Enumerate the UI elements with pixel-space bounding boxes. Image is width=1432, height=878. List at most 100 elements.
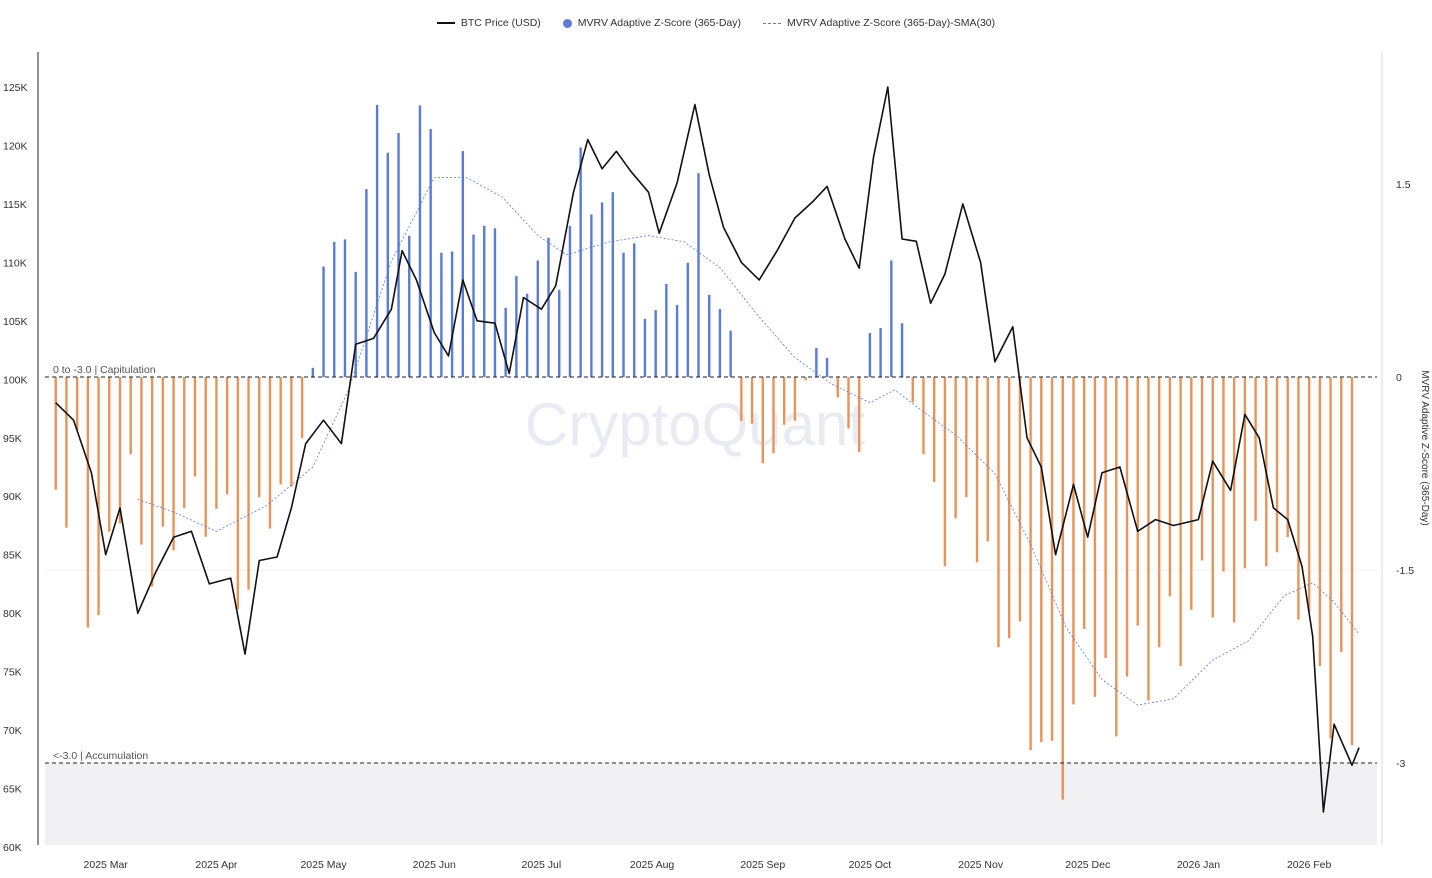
zscore-bar <box>879 328 882 377</box>
zscore-bar <box>247 377 250 590</box>
zscore-bar <box>375 104 379 378</box>
zscore-bar <box>954 377 957 519</box>
zscore-bar <box>504 307 507 377</box>
legend-dot-swatch <box>562 18 572 28</box>
x-tick: 2025 Aug <box>630 859 675 871</box>
zscore-bar <box>1179 377 1182 666</box>
zscore-bar <box>1029 377 1032 751</box>
zscore-bar <box>1136 377 1139 626</box>
legend-label-price: BTC Price (USD) <box>460 17 541 29</box>
legend-item-zscore[interactable]: MVRV Adaptive Z-Score (365-Day) <box>562 17 741 29</box>
zscore-bar <box>1200 377 1204 561</box>
zone-label: 0 to -3.0 | Capitulation <box>53 364 156 376</box>
y-left-tick: 115K <box>3 199 27 211</box>
zscore-bar <box>386 152 390 377</box>
zscore-bar <box>1007 377 1011 639</box>
y-left-tick: 120K <box>3 140 28 152</box>
zscore-bar <box>311 367 315 377</box>
legend-label-sma: MVRV Adaptive Z-Score (365-Day)-SMA(30) <box>787 17 996 29</box>
zscore-bar <box>922 377 925 455</box>
y-right-tick: -1.5 <box>1396 565 1414 577</box>
zscore-bar <box>54 377 57 490</box>
zscore-bar <box>461 151 465 377</box>
zscore-bar <box>140 377 143 545</box>
zscore-bar <box>729 330 732 377</box>
zscore-bar <box>450 251 454 377</box>
legend-item-sma[interactable]: MVRV Adaptive Z-Score (365-Day)-SMA(30) <box>763 17 995 29</box>
y-left-tick: 100K <box>3 374 28 386</box>
zscore-bar <box>472 234 475 377</box>
zscore-bar <box>1115 377 1118 737</box>
x-tick: 2025 Oct <box>849 859 892 871</box>
zscore-bar <box>750 377 754 424</box>
legend-label-zscore: MVRV Adaptive Z-Score (365-Day) <box>577 17 741 29</box>
zscore-bar <box>1297 377 1300 620</box>
zscore-bar <box>772 377 775 454</box>
zscore-bar <box>1018 377 1022 622</box>
zscore-bar <box>975 377 979 563</box>
zscore-bar <box>204 377 207 537</box>
zscore-bar <box>236 377 240 609</box>
y-left-tick: 65K <box>3 784 22 796</box>
zscore-bar <box>1040 377 1043 743</box>
zscore-bar <box>161 377 165 527</box>
zscore-bar <box>622 252 625 377</box>
zscore-bar <box>965 377 968 498</box>
y-right-tick: 1.5 <box>1396 179 1411 191</box>
zscore-bar <box>697 173 700 377</box>
y-left-tick: 110K <box>3 257 27 269</box>
zscore-bar <box>1222 377 1225 572</box>
zscore-bar <box>911 377 914 403</box>
legend-item-price[interactable]: BTC Price (USD) <box>436 17 541 29</box>
zscore-bar <box>1350 377 1354 746</box>
zscore-bar <box>75 377 79 431</box>
zscore-bar <box>397 133 400 377</box>
x-tick: 2025 Dec <box>1065 859 1110 871</box>
y-left-tick: 80K <box>3 608 22 620</box>
zscore-bar <box>997 377 1000 648</box>
zscore-bar <box>568 225 572 377</box>
zscore-bar <box>857 377 861 452</box>
y-right-tick: 0 <box>1396 372 1402 384</box>
x-tick: 2025 Nov <box>958 859 1004 871</box>
axes: 125K 120K 115K 110K 105K 100K 95K 90K 85K 80K 75K 7… <box>3 82 1430 871</box>
zscore-bar <box>675 305 679 377</box>
y-left-tick: 95K <box>3 433 22 445</box>
zscore-bar <box>1168 377 1172 597</box>
zscore-bar <box>279 377 282 485</box>
zscore-bar <box>1082 377 1086 630</box>
zscore-bar <box>429 129 432 377</box>
zscore-bar <box>547 237 550 377</box>
zscore-bar <box>654 310 657 377</box>
zscore-bar <box>740 377 743 421</box>
x-tick: 2025 Jul <box>522 859 562 871</box>
zscore-bar <box>558 289 561 377</box>
zscore-bar <box>97 377 100 616</box>
zscore-bar <box>633 243 636 377</box>
y-left-tick: 105K <box>3 316 28 328</box>
zscore-bar <box>225 377 229 495</box>
zscore-bar <box>150 377 154 587</box>
watermark: CryptoQuant <box>525 391 865 458</box>
zscore-bar <box>986 377 989 542</box>
zscore-bars <box>54 104 1354 800</box>
zscore-bar <box>783 377 786 425</box>
zscore-bar <box>600 202 604 377</box>
y-left-tick: 125K <box>3 82 28 94</box>
y-left-tick: 60K <box>3 842 22 854</box>
zscore-bar <box>1190 377 1193 610</box>
zscore-bar <box>258 377 261 498</box>
zscore-bar <box>1157 377 1161 648</box>
y-left-tick: 90K <box>3 491 22 503</box>
zscore-bar <box>1307 377 1311 612</box>
x-tick: 2026 Feb <box>1287 859 1332 871</box>
legend: BTC Price (USD) MVRV Adaptive Z-Score (3… <box>0 17 1432 29</box>
zscore-bar <box>761 377 764 464</box>
zscore-bar <box>65 377 68 528</box>
zscore-bar <box>118 377 122 524</box>
zscore-bar <box>868 333 872 377</box>
zscore-bar <box>408 235 411 377</box>
zscore-bar <box>943 377 947 567</box>
zscore-bar <box>268 377 272 529</box>
x-tick: 2025 Mar <box>84 859 129 871</box>
